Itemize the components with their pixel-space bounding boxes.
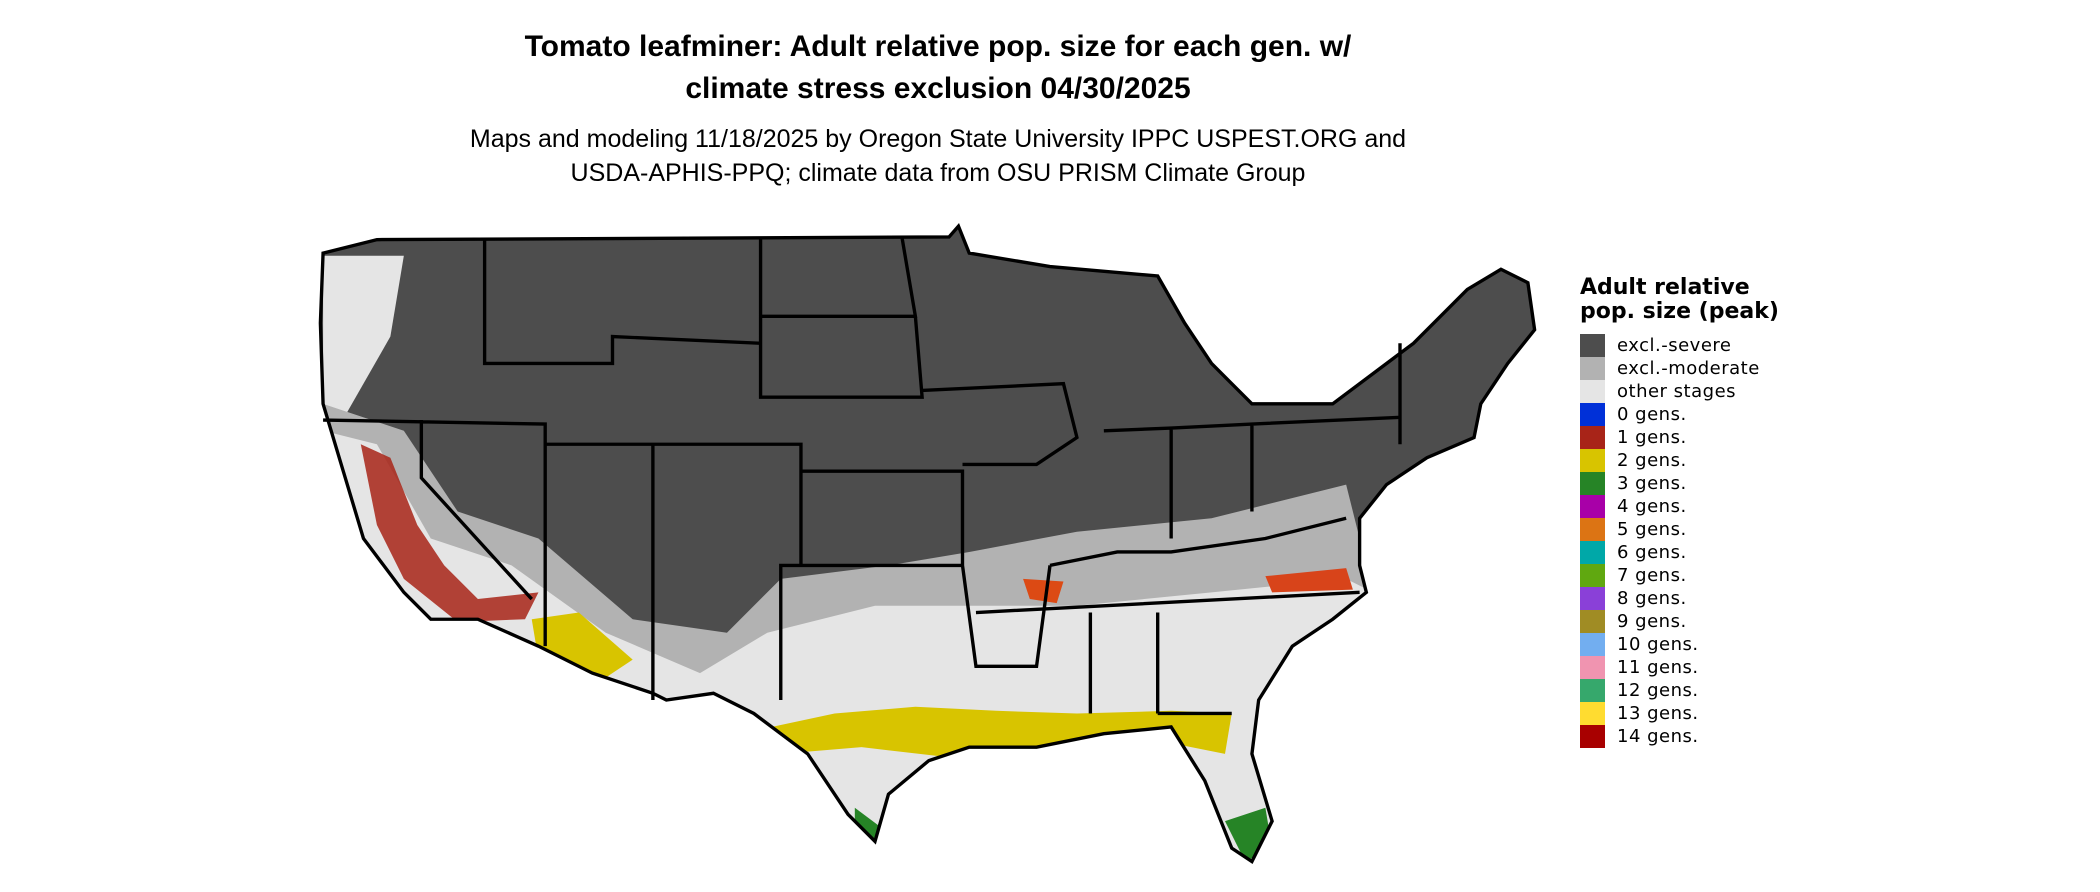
legend-swatch [1580,725,1605,748]
legend-label: 3 gens. [1617,473,1687,494]
legend-swatch [1580,449,1605,472]
legend-label: 8 gens. [1617,588,1687,609]
legend-swatch [1580,633,1605,656]
legend-label: 0 gens. [1617,404,1687,425]
legend-label: excl.-severe [1617,335,1732,356]
legend-label: 4 gens. [1617,496,1687,517]
legend-item: excl.-severe [1580,334,1780,357]
map-title: Tomato leafminer: Adult relative pop. si… [0,26,1876,110]
legend-label: 7 gens. [1617,565,1687,586]
legend-label: 9 gens. [1617,611,1687,632]
map-subtitle: Maps and modeling 11/18/2025 by Oregon S… [0,122,1876,190]
legend-item: 11 gens. [1580,656,1780,679]
legend-item: 7 gens. [1580,564,1780,587]
legend-swatch [1580,357,1605,380]
legend-item: 14 gens. [1580,725,1780,748]
legend-item: 4 gens. [1580,495,1780,518]
legend-label: 2 gens. [1617,450,1687,471]
legend-item: 12 gens. [1580,679,1780,702]
title-line-1: Tomato leafminer: Adult relative pop. si… [524,30,1352,63]
legend-swatch [1580,541,1605,564]
legend-label: 12 gens. [1617,680,1699,701]
legend-item: 0 gens. [1580,403,1780,426]
legend-items: excl.-severe excl.-moderate other stages 0 … [1580,334,1780,748]
legend-swatch [1580,610,1605,633]
legend-label: 13 gens. [1617,703,1699,724]
state-borders [318,224,1537,864]
legend-swatch [1580,426,1605,449]
legend-swatch [1580,587,1605,610]
legend-swatch [1580,495,1605,518]
legend-swatch [1580,334,1605,357]
legend-item: 2 gens. [1580,449,1780,472]
legend-item: 10 gens. [1580,633,1780,656]
legend-item: 1 gens. [1580,426,1780,449]
subtitle-line-1: Maps and modeling 11/18/2025 by Oregon S… [469,125,1407,153]
legend-swatch [1580,702,1605,725]
legend-swatch [1580,472,1605,495]
legend-title: Adult relative pop. size (peak) [1580,275,1779,324]
legend-item: excl.-moderate [1580,357,1780,380]
pacific-coast-region [323,255,404,431]
legend-label: other stages [1617,381,1737,402]
legend-label: excl.-moderate [1617,358,1760,379]
legend-swatch [1580,403,1605,426]
legend-swatch [1580,564,1605,587]
legend-label: 11 gens. [1617,657,1699,678]
california-1-gens-region [360,444,539,622]
legend-item: 8 gens. [1580,587,1780,610]
legend-swatch [1580,679,1605,702]
title-line-2: climate stress exclusion 04/30/2025 [685,72,1191,105]
legend: Adult relative pop. size (peak) excl.-se… [1580,276,1780,748]
legend-item: 3 gens. [1580,472,1780,495]
legend-label: 5 gens. [1617,519,1687,540]
legend-item: 9 gens. [1580,610,1780,633]
legend-swatch [1580,380,1605,403]
legend-swatch [1580,518,1605,541]
legend-label: 1 gens. [1617,427,1687,448]
legend-label: 10 gens. [1617,634,1699,655]
legend-item: 13 gens. [1580,702,1780,725]
carolina-region [1265,568,1353,593]
arkansas-region [1023,578,1064,604]
legend-label: 6 gens. [1617,542,1687,563]
subtitle-line-2: USDA-APHIS-PPQ; climate data from OSU PR… [570,159,1306,187]
legend-item: other stages [1580,380,1780,403]
legend-label: 14 gens. [1617,726,1699,747]
legend-item: 6 gens. [1580,541,1780,564]
legend-swatch [1580,656,1605,679]
legend-item: 5 gens. [1580,518,1780,541]
